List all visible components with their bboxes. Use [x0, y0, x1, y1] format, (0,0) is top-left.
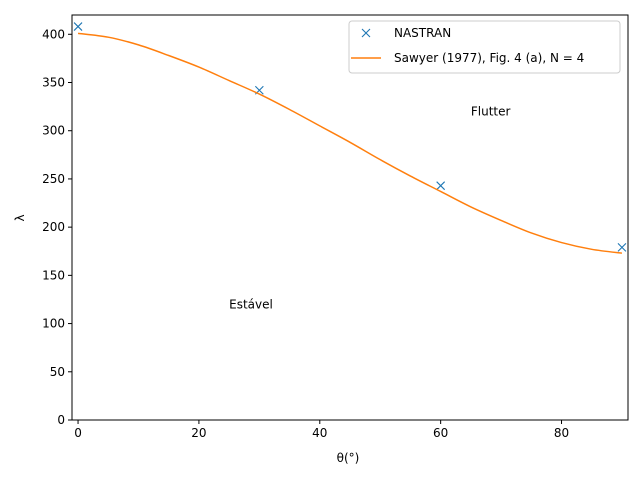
- series-line-sawyer: [77, 32, 623, 254]
- y-tick-label: 200: [42, 220, 65, 234]
- annotation-label: Estável: [229, 297, 273, 311]
- legend-label: Sawyer (1977), Fig. 4 (a), N = 4: [394, 51, 584, 65]
- plot-frame: [71, 14, 629, 421]
- legend-entries: NASTRAN Sawyer (1977), Fig. 4 (a), N = 4: [351, 26, 584, 65]
- x-tick-label: 20: [191, 426, 206, 440]
- y-tick-label: 300: [42, 124, 65, 138]
- data-point-nastran: [617, 243, 627, 252]
- annotation-layer: Flutter Estável: [229, 104, 510, 311]
- x-axis-label: θ(°): [337, 451, 360, 465]
- y-tick-label: 0: [57, 413, 65, 427]
- x-tick-label: 60: [433, 426, 448, 440]
- legend-box: [348, 20, 621, 74]
- legend-swatch-marker: [361, 28, 371, 38]
- x-axis-ticks: 0 20 40 60 80: [74, 420, 569, 440]
- data-point-nastran: [436, 181, 446, 191]
- series-layer: [73, 22, 627, 254]
- y-axis-ticks: 0 50 100 150 200 250 300 350 400: [42, 27, 72, 427]
- y-tick-label: 350: [42, 76, 65, 90]
- y-tick-label: 250: [42, 172, 65, 186]
- y-tick-label: 100: [42, 317, 65, 331]
- plot-area: [72, 15, 628, 420]
- x-tick-label: 0: [74, 426, 82, 440]
- x-tick-label: 80: [554, 426, 569, 440]
- y-tick-label: 50: [50, 365, 65, 379]
- y-axis-label: λ: [13, 214, 27, 221]
- data-point-nastran: [73, 22, 83, 31]
- y-tick-label: 400: [42, 27, 65, 41]
- y-tick-label: 150: [42, 268, 65, 282]
- annotation-label: Flutter: [471, 104, 511, 118]
- legend: NASTRAN Sawyer (1977), Fig. 4 (a), N = 4: [348, 20, 621, 74]
- x-tick-label: 40: [312, 426, 327, 440]
- plot-background: [72, 15, 628, 420]
- legend-label: NASTRAN: [394, 26, 451, 40]
